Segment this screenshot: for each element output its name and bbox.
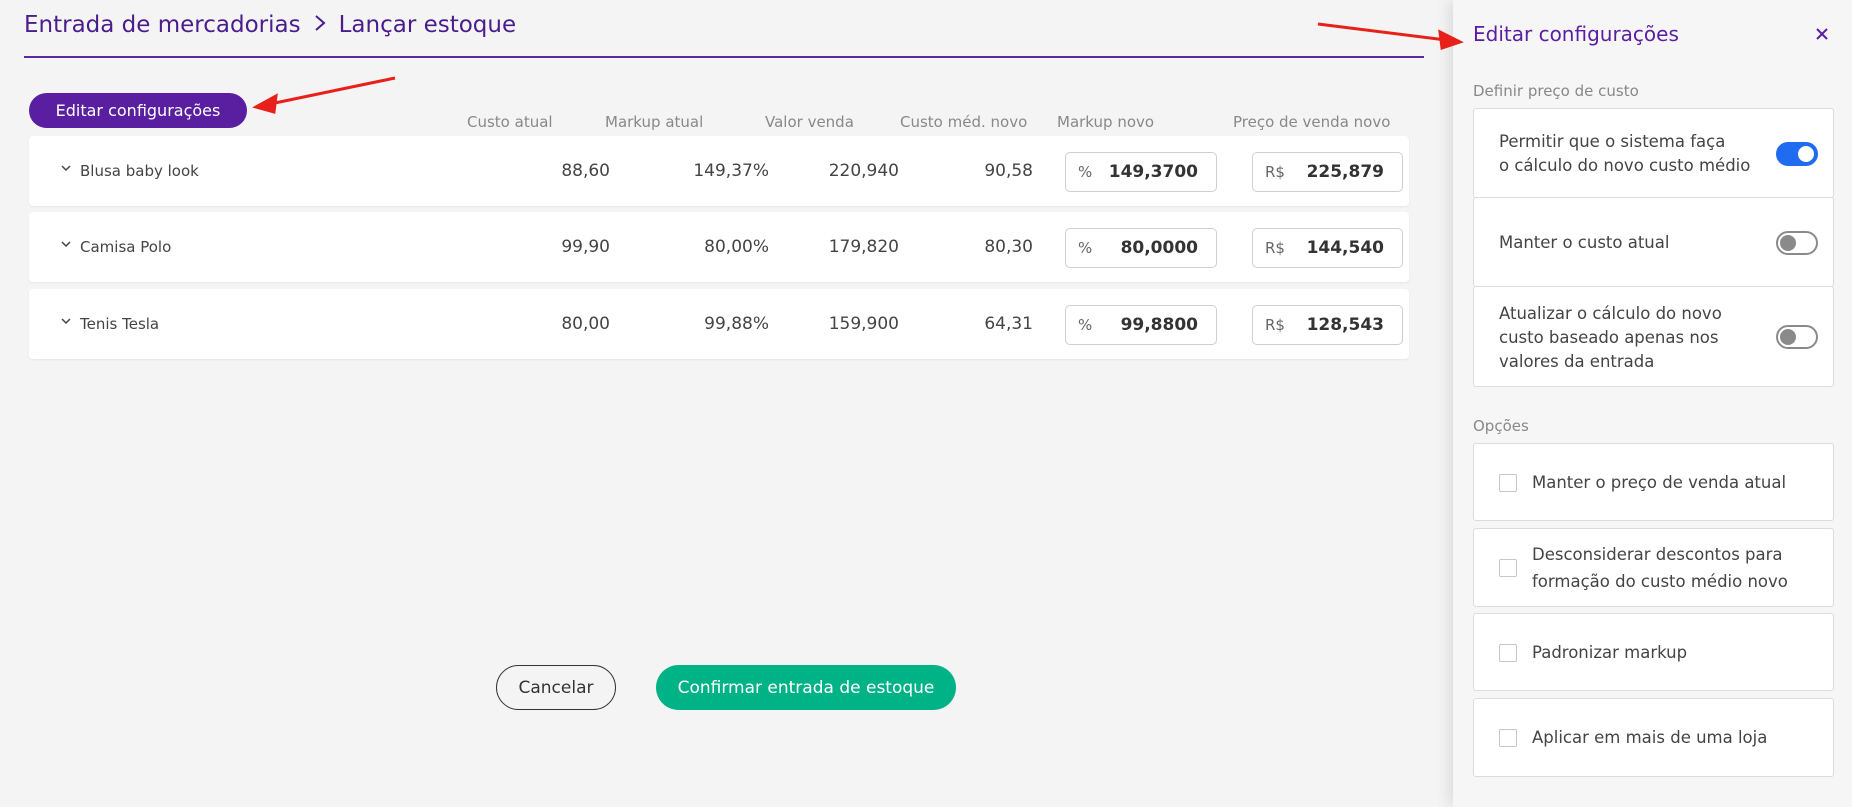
col-header-custo-medio-novo: Custo méd. novo: [900, 113, 1028, 131]
breadcrumb: Entrada de mercadorias Lançar estoque: [24, 12, 516, 38]
valor-venda-value: 220,940: [828, 161, 899, 181]
settings-panel: Editar configurações Definir preço de cu…: [1453, 0, 1852, 807]
preco-venda-novo-input[interactable]: R$ 128,543: [1252, 305, 1403, 345]
table-row[interactable]: Camisa Polo 99,90 80,00% 179,820 80,30 %…: [29, 212, 1409, 282]
cancel-button[interactable]: Cancelar: [496, 665, 616, 710]
markup-novo-input[interactable]: % 149,3700: [1065, 152, 1217, 192]
ignore-discounts-checkbox[interactable]: [1499, 559, 1517, 577]
product-name: Blusa baby look: [80, 162, 199, 180]
custo-medio-novo-value: 80,30: [984, 237, 1033, 257]
option-label: Aplicar em mais de uma loja: [1532, 728, 1768, 747]
chevron-down-icon[interactable]: [59, 236, 73, 250]
preco-venda-novo-input[interactable]: R$ 144,540: [1252, 228, 1403, 268]
cost-option-label: Atualizar o cálculo do novo custo basead…: [1499, 304, 1722, 371]
custo-atual-value: 80,00: [561, 314, 610, 334]
breadcrumb-root[interactable]: Entrada de mercadorias: [24, 12, 301, 38]
chevron-down-icon[interactable]: [59, 313, 73, 327]
option-card[interactable]: Manter o preço de venda atual: [1473, 443, 1834, 521]
option-label: Padronizar markup: [1532, 643, 1688, 662]
valor-venda-value: 179,820: [828, 237, 899, 257]
auto-average-cost-toggle[interactable]: [1776, 142, 1818, 166]
percent-prefix: %: [1078, 239, 1093, 257]
multi-store-checkbox[interactable]: [1499, 729, 1517, 747]
preco-venda-novo-value[interactable]: 225,879: [1306, 162, 1384, 182]
cost-option-label: Manter o custo atual: [1499, 233, 1670, 252]
currency-prefix: R$: [1265, 316, 1285, 334]
product-name: Tenis Tesla: [80, 315, 160, 333]
markup-novo-value[interactable]: 99,8800: [1120, 315, 1198, 335]
table-row[interactable]: Blusa baby look 88,60 149,37% 220,940 90…: [29, 136, 1409, 206]
annotation-arrow: [1317, 22, 1464, 51]
cost-option-label: Permitir que o sistema faça o cálculo do…: [1499, 132, 1751, 175]
cost-option-card[interactable]: Atualizar o cálculo do novo custo basead…: [1473, 286, 1834, 387]
option-card[interactable]: Padronizar markup: [1473, 613, 1834, 691]
custo-atual-value: 99,90: [561, 237, 610, 257]
preco-venda-novo-value[interactable]: 144,540: [1306, 238, 1384, 258]
markup-novo-value[interactable]: 80,0000: [1120, 238, 1198, 258]
percent-prefix: %: [1078, 163, 1093, 181]
chevron-right-icon: [313, 13, 327, 38]
annotation-arrow: [252, 76, 396, 114]
markup-atual-value: 149,37%: [693, 161, 769, 181]
preco-venda-novo-input[interactable]: R$ 225,879: [1252, 152, 1403, 192]
cost-option-card[interactable]: Manter o custo atual: [1473, 197, 1834, 287]
chevron-down-icon[interactable]: [59, 160, 73, 174]
standardize-markup-checkbox[interactable]: [1499, 644, 1517, 662]
markup-atual-value: 80,00%: [704, 237, 769, 257]
table-row[interactable]: Tenis Tesla 80,00 99,88% 159,900 64,31 %…: [29, 289, 1409, 359]
keep-current-cost-toggle[interactable]: [1776, 231, 1818, 255]
entry-values-only-toggle[interactable]: [1776, 325, 1818, 349]
options-section-label: Opções: [1473, 417, 1529, 435]
confirm-stock-entry-button[interactable]: Confirmar entrada de estoque: [656, 665, 956, 710]
option-label: Manter o preço de venda atual: [1532, 473, 1787, 492]
keep-sale-price-checkbox[interactable]: [1499, 474, 1517, 492]
cost-option-card[interactable]: Permitir que o sistema faça o cálculo do…: [1473, 108, 1834, 198]
breadcrumb-current: Lançar estoque: [338, 12, 517, 38]
markup-atual-value: 99,88%: [704, 314, 769, 334]
col-header-custo-atual: Custo atual: [467, 113, 553, 131]
currency-prefix: R$: [1265, 163, 1285, 181]
markup-novo-input[interactable]: % 99,8800: [1065, 305, 1217, 345]
percent-prefix: %: [1078, 316, 1093, 334]
custo-medio-novo-value: 64,31: [984, 314, 1033, 334]
custo-atual-value: 88,60: [561, 161, 610, 181]
header-divider: [24, 56, 1424, 58]
panel-title: Editar configurações: [1473, 22, 1679, 46]
edit-settings-button[interactable]: Editar configurações: [29, 93, 247, 128]
option-card[interactable]: Desconsiderar descontos para formação do…: [1473, 528, 1834, 607]
col-header-valor-venda: Valor venda: [765, 113, 854, 131]
col-header-preco-venda-novo: Preço de venda novo: [1233, 113, 1391, 131]
product-name: Camisa Polo: [80, 238, 172, 256]
custo-medio-novo-value: 90,58: [984, 161, 1033, 181]
option-card[interactable]: Aplicar em mais de uma loja: [1473, 698, 1834, 777]
option-label: Desconsiderar descontos para formação do…: [1532, 545, 1788, 591]
markup-novo-input[interactable]: % 80,0000: [1065, 228, 1217, 268]
close-icon[interactable]: [1812, 24, 1832, 44]
currency-prefix: R$: [1265, 239, 1285, 257]
cost-section-label: Definir preço de custo: [1473, 82, 1639, 100]
valor-venda-value: 159,900: [828, 314, 899, 334]
col-header-markup-novo: Markup novo: [1057, 113, 1155, 131]
col-header-markup-atual: Markup atual: [605, 113, 704, 131]
markup-novo-value[interactable]: 149,3700: [1108, 162, 1198, 182]
preco-venda-novo-value[interactable]: 128,543: [1306, 315, 1384, 335]
